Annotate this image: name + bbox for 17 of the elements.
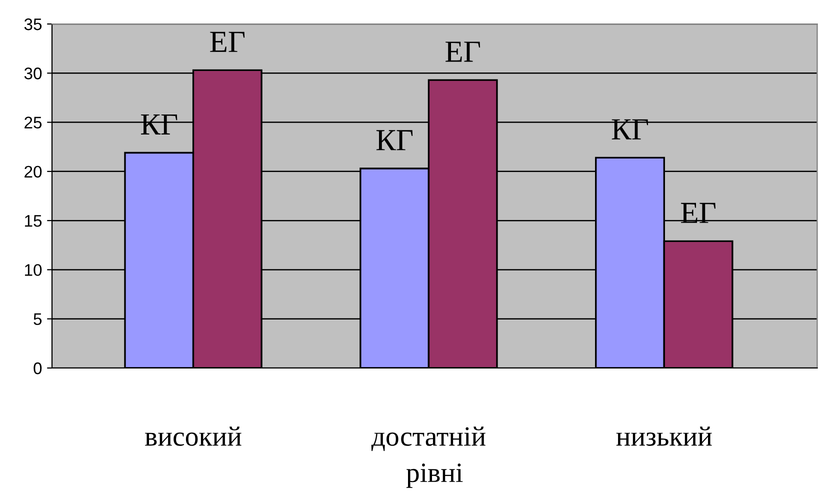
series-label: ЕГ — [210, 32, 245, 52]
x-axis-title: рівні — [406, 464, 463, 488]
y-tick-label: 15 — [25, 215, 42, 227]
y-tick-label: 0 — [34, 362, 42, 374]
y-tick-label: 10 — [25, 264, 42, 276]
y-tick-label: 20 — [24, 166, 42, 178]
y-tick-label: 25 — [24, 116, 42, 128]
y-tick-label: 35 — [24, 18, 42, 30]
y-tick-label: 5 — [34, 313, 42, 326]
text: ЕГ — [446, 42, 480, 62]
x-tick-label: достатній — [371, 426, 486, 451]
text: КГ — [612, 119, 648, 140]
text: ЕГ — [681, 202, 716, 223]
x-tick-label: низький — [616, 426, 712, 446]
text: КГ — [376, 130, 413, 150]
y-tick-label: 30 — [24, 68, 42, 80]
x-tick-label: високий — [145, 426, 242, 446]
